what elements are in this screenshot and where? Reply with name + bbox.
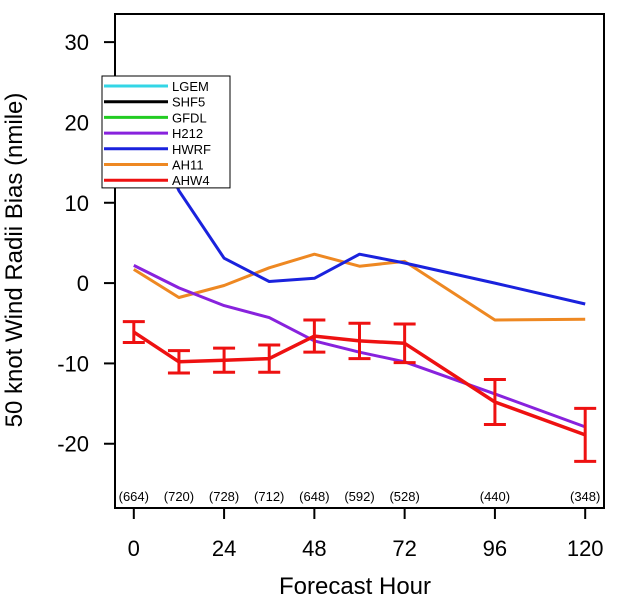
legend-item-gfdl: GFDL: [104, 110, 207, 125]
series-line-hwrf: [132, 86, 586, 306]
sample-count-label: (720): [164, 489, 194, 504]
x-tick-label: 0: [128, 536, 140, 561]
error-bar: [258, 343, 281, 374]
x-axis-label: Forecast Hour: [279, 573, 431, 600]
legend-label: SHF5: [172, 95, 205, 110]
legend-item-ahw4: AHW4: [104, 173, 210, 188]
sample-count-label: (440): [480, 489, 510, 504]
error-bars: [122, 318, 597, 463]
legend-label: GFDL: [172, 110, 207, 125]
x-tick-label: 96: [483, 536, 507, 561]
y-tick-label: 30: [65, 30, 89, 55]
y-tick-label: 0: [77, 271, 89, 296]
legend-label: AH11: [172, 158, 204, 173]
legend-item-h212: H212: [104, 126, 203, 141]
x-tick-label: 48: [302, 536, 326, 561]
error-bar: [213, 346, 236, 374]
y-tick-label: -10: [57, 351, 89, 376]
y-axis-label: 50 knot Wind Radii Bias (nmile): [1, 93, 28, 428]
error-bar: [393, 322, 416, 365]
y-tick-label: 20: [65, 110, 89, 135]
legend-item-lgem: LGEM: [104, 79, 209, 94]
sample-count-label: (648): [299, 489, 329, 504]
y-tick-label: -20: [57, 432, 89, 457]
sample-count-label: (728): [209, 489, 239, 504]
x-tick-label: 72: [392, 536, 416, 561]
sample-count-label: (592): [344, 489, 374, 504]
sample-count-label: (528): [389, 489, 419, 504]
sample-counts: (664) (720) (728) (712) (648) (592) (528) (440)…: [119, 489, 601, 504]
plot-frame: [114, 13, 605, 509]
sample-count-label: (712): [254, 489, 284, 504]
axis-ticks: 0 24 48 72 96 120 -20 -10 0 10 20 30: [57, 30, 603, 561]
legend-label: HWRF: [172, 142, 211, 157]
legend-item-ah11: AH11: [104, 158, 204, 173]
sample-count-label: (664): [119, 489, 149, 504]
x-tick-label: 120: [567, 536, 604, 561]
legend-label: AHW4: [172, 173, 210, 188]
error-bar: [167, 349, 190, 375]
x-tick-label: 24: [212, 536, 236, 561]
y-tick-label: 10: [65, 191, 89, 216]
sample-count-label: (348): [570, 489, 600, 504]
error-bar: [348, 321, 371, 361]
legend-item-shf5: SHF5: [104, 95, 205, 110]
legend-label: LGEM: [172, 79, 209, 94]
error-bar: [122, 320, 145, 345]
legend-label: H212: [172, 126, 203, 141]
error-bar: [483, 377, 506, 426]
legend-item-hwrf: HWRF: [104, 142, 211, 157]
error-bar: [303, 318, 326, 354]
error-bar: [574, 406, 597, 463]
